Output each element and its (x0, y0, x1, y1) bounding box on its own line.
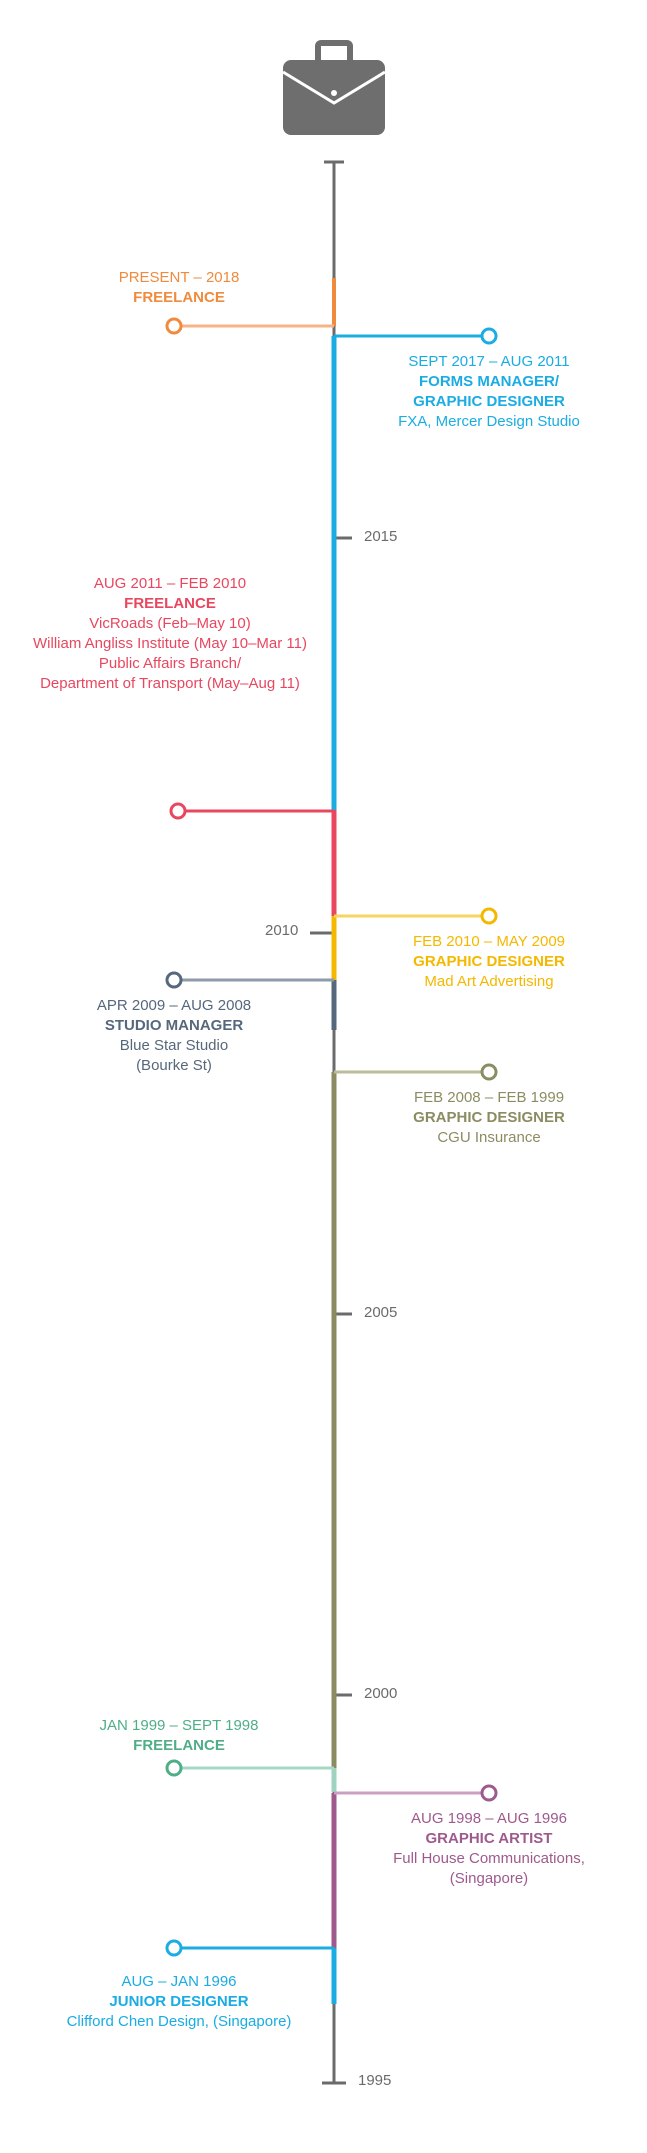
year-label-1995: 1995 (358, 2072, 392, 2089)
marker-freelance-2010 (169, 802, 187, 820)
year-label-2005: 2005 (364, 1304, 398, 1321)
entry-date: PRESENT – 2018 (118, 269, 240, 286)
entry-org-line-1: Blue Star Studio (119, 1037, 229, 1054)
entry-role-line-1: FORMS MANAGER/ (419, 373, 559, 390)
marker-forms-manager (480, 327, 498, 345)
entry-date: APR 2009 – AUG 2008 (96, 997, 252, 1014)
entry-date: AUG – JAN 1996 (121, 1973, 237, 1990)
entry-date: JAN 1999 – SEPT 1998 (99, 1717, 259, 1734)
entry-org: CGU Insurance (437, 1129, 541, 1146)
year-label-2000: 2000 (364, 1685, 398, 1702)
entry-role: FREELANCE (133, 289, 225, 306)
entry-role: FREELANCE (124, 595, 216, 612)
entry-date: AUG 2011 – FEB 2010 (93, 575, 247, 592)
marker-graphic-artist (480, 1784, 498, 1802)
entry-date: FEB 2008 – FEB 1999 (413, 1089, 565, 1106)
entry-date: AUG 1998 – AUG 1996 (411, 1810, 567, 1827)
entry-cgu: FEB 2008 – FEB 1999 GRAPHIC DESIGNER CGU… (379, 1088, 599, 1148)
entry-date: FEB 2010 – MAY 2009 (412, 933, 566, 950)
entry-forms-manager: SEPT 2017 – AUG 2011 FORMS MANAGER/ GRAP… (359, 352, 619, 432)
entry-role: JUNIOR DESIGNER (109, 1993, 249, 2010)
marker-junior-designer (165, 1939, 183, 1957)
entry-mad-art: FEB 2010 – MAY 2009 GRAPHIC DESIGNER Mad… (379, 932, 599, 992)
entry-org-line-1: VicRoads (Feb–May 10) (89, 615, 251, 632)
year-label-2010: 2010 (265, 922, 299, 939)
entry-junior-designer: AUG – JAN 1996 JUNIOR DESIGNER Clifford … (39, 1972, 319, 2032)
marker-cgu (480, 1063, 498, 1081)
entry-org-line-4: Department of Transport (May–Aug 11) (40, 675, 300, 692)
marker-studio-manager (165, 971, 183, 989)
entry-org-line-1: Full House Communications, (393, 1850, 585, 1867)
entry-role-line-2: GRAPHIC DESIGNER (413, 393, 565, 410)
marker-freelance-2018 (165, 317, 183, 335)
entry-freelance-1998: JAN 1999 – SEPT 1998 FREELANCE (59, 1716, 299, 1756)
entry-org: Clifford Chen Design, (Singapore) (66, 2013, 292, 2030)
entry-org-line-2: (Singapore) (449, 1870, 529, 1887)
entry-role: GRAPHIC DESIGNER (413, 953, 565, 970)
entry-freelance-2018: PRESENT – 2018 FREELANCE (79, 268, 279, 308)
entry-freelance-2010: AUG 2011 – FEB 2010 FREELANCE VicRoads (… (10, 574, 330, 694)
entry-studio-manager: APR 2009 – AUG 2008 STUDIO MANAGER Blue … (64, 996, 284, 1076)
entry-role: GRAPHIC ARTIST (425, 1830, 553, 1847)
entry-org-line-3: Public Affairs Branch/ (98, 655, 242, 672)
entry-graphic-artist: AUG 1998 – AUG 1996 GRAPHIC ARTIST Full … (364, 1809, 614, 1889)
entry-role: GRAPHIC DESIGNER (413, 1109, 565, 1126)
entry-org-line-2: (Bourke St) (136, 1057, 212, 1074)
entry-org: FXA, Mercer Design Studio (398, 413, 580, 430)
briefcase-icon (282, 40, 386, 135)
entry-org-line-2: William Angliss Institute (May 10–Mar 11… (33, 635, 307, 652)
entry-role: STUDIO MANAGER (104, 1017, 244, 1034)
year-label-2015: 2015 (364, 528, 398, 545)
entry-date: SEPT 2017 – AUG 2011 (408, 353, 570, 370)
entry-role: FREELANCE (133, 1737, 225, 1754)
marker-freelance-1998 (165, 1759, 183, 1777)
marker-mad-art (480, 907, 498, 925)
entry-org: Mad Art Advertising (424, 973, 554, 990)
